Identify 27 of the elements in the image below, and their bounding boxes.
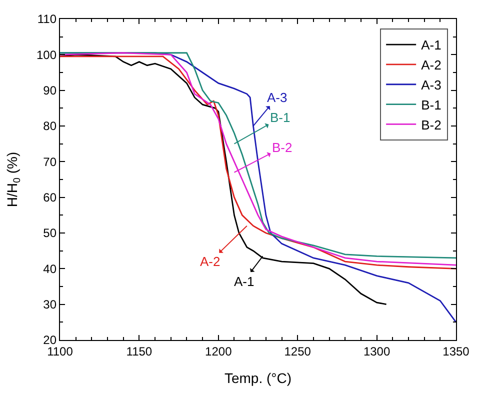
x-tick-label: 1100 bbox=[47, 344, 74, 358]
x-tick-label: 1350 bbox=[442, 344, 470, 358]
legend-label: A-1 bbox=[421, 38, 442, 53]
y-tick-label: 60 bbox=[43, 190, 57, 205]
y-tick-label: 40 bbox=[43, 262, 57, 276]
legend-label: B-1 bbox=[421, 97, 442, 112]
x-tick-label: 1250 bbox=[284, 344, 312, 358]
x-tick-label: 1300 bbox=[363, 344, 390, 358]
y-tick-label: 110 bbox=[37, 12, 57, 26]
x-tick-label: 1200 bbox=[205, 344, 232, 358]
annotation: A-3 bbox=[267, 90, 288, 105]
x-tick-label: 1150 bbox=[126, 344, 152, 358]
annotation: B-2 bbox=[272, 140, 292, 155]
annotation: B-1 bbox=[270, 110, 290, 125]
legend-label: A-2 bbox=[421, 58, 442, 73]
legend-label: B-2 bbox=[421, 117, 442, 132]
y-tick-label: 50 bbox=[43, 226, 57, 240]
annotation: A-1 bbox=[234, 274, 254, 289]
y-tick-label: 30 bbox=[43, 298, 57, 312]
y-tick-label: 90 bbox=[43, 84, 57, 98]
annotation: A-2 bbox=[200, 254, 220, 269]
legend-label: A-3 bbox=[421, 77, 442, 92]
x-axis-title: Temp. (°C) bbox=[224, 370, 292, 386]
y-tick-label: 80 bbox=[43, 119, 57, 134]
y-tick-label: 70 bbox=[43, 154, 57, 169]
y-tick-label: 20 bbox=[43, 333, 57, 348]
y-tick-label: 100 bbox=[36, 48, 57, 62]
